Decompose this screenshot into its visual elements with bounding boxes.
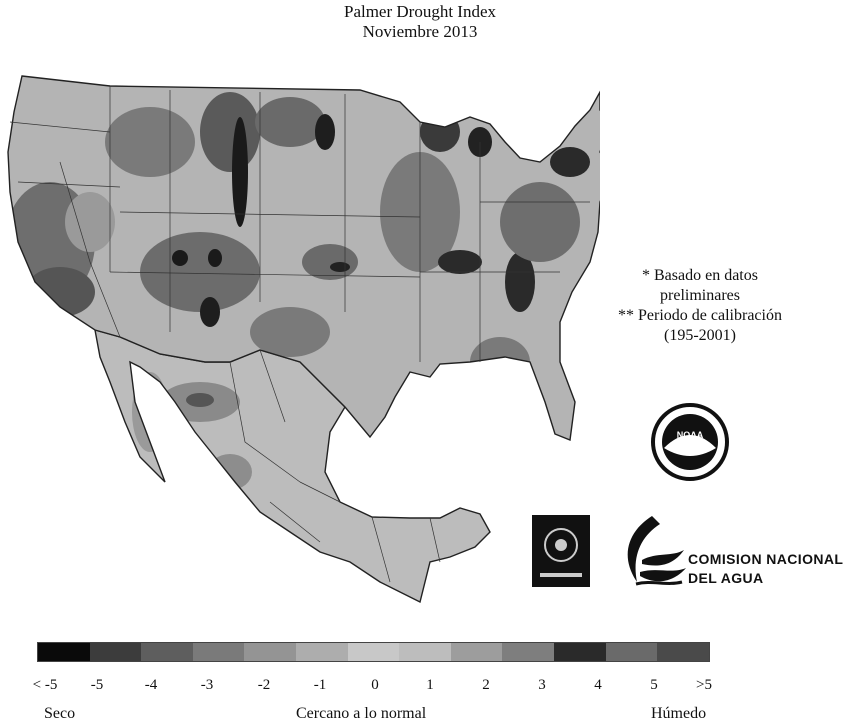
legend-swatch	[450, 643, 503, 661]
legend-swatch	[38, 643, 90, 661]
legend-tick: -2	[257, 677, 271, 693]
mexico-state-boundaries	[229, 349, 441, 583]
legend-tick: 3	[538, 677, 546, 693]
legend-tick: 5	[650, 677, 658, 693]
notes: * Basado en datos preliminares ** Period…	[600, 266, 800, 346]
legend-swatch	[244, 643, 297, 661]
legend-swatch	[192, 643, 245, 661]
map-title: Palmer Drought Index Noviembre 2013	[0, 2, 840, 42]
legend-swatch	[296, 643, 348, 661]
legend-dry-label: Seco	[44, 705, 76, 722]
legend-swatch	[347, 643, 400, 661]
note-line-2: preliminares	[660, 287, 740, 304]
legend-tick: 0	[371, 677, 379, 693]
legend-tick: 4	[594, 677, 602, 693]
conagua-line-1: COMISION NACIONAL	[688, 551, 844, 567]
conagua-logo	[627, 516, 686, 586]
smn-logo	[532, 515, 590, 587]
legend-swatch	[605, 643, 658, 661]
state-boundaries	[9, 86, 590, 362]
legend-swatch	[399, 643, 451, 661]
legend-swatch	[141, 643, 193, 661]
legend-tick: -4	[144, 677, 158, 693]
drought-map	[7, 75, 600, 604]
svg-text:NOAA: NOAA	[677, 430, 704, 440]
legend-normal-label: Cercano a lo normal	[296, 705, 427, 722]
legend-tick: 2	[482, 677, 490, 693]
note-line-4: (195-2001)	[664, 327, 736, 344]
legend-swatch	[554, 643, 606, 661]
title-line-2: Noviembre 2013	[362, 22, 478, 41]
legend-wet-label: Húmedo	[651, 705, 707, 722]
note-line-1: * Basado en datos	[642, 267, 758, 284]
title-line-1: Palmer Drought Index	[343, 2, 497, 21]
legend-swatch	[89, 643, 142, 661]
note-line-3: ** Periodo de calibración	[618, 307, 782, 324]
legend-tick: -1	[313, 677, 327, 693]
legend-swatch	[502, 643, 555, 661]
legend-swatch	[657, 643, 709, 661]
legend-tick: -5	[90, 677, 104, 693]
legend-tick: 1	[426, 677, 434, 693]
conagua-line-2: DEL AGUA	[688, 570, 764, 586]
legend-tick: >5	[696, 677, 712, 693]
legend-tick: -3	[200, 677, 214, 693]
legend-tick: < -5	[32, 677, 58, 693]
conagua-name: COMISION NACIONAL DEL AGUA	[688, 550, 843, 588]
noaa-logo: NOAA	[651, 403, 729, 481]
legend-color-bar	[37, 642, 710, 662]
